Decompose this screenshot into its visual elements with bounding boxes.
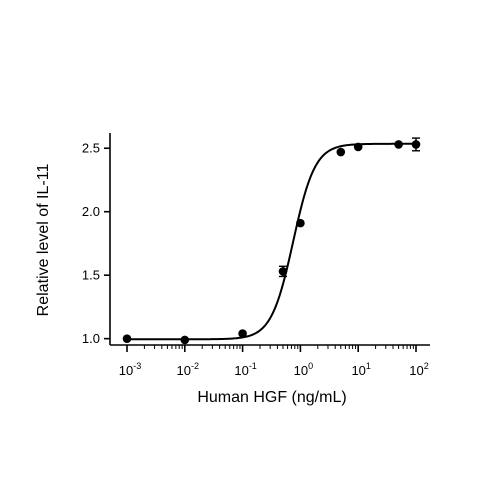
- x-tick-label: 102: [409, 361, 428, 378]
- data-point: [411, 140, 421, 149]
- x-tick-label: 101: [351, 361, 370, 378]
- x-axis-title: Human HGF (ng/mL): [197, 389, 346, 406]
- data-point: [180, 335, 190, 345]
- x-tick-label: 10-1: [234, 361, 256, 378]
- x-tick-label: 10-2: [177, 361, 199, 378]
- data-point: [296, 218, 305, 228]
- data-point: [238, 329, 247, 338]
- data-point: [336, 147, 346, 157]
- x-tick-label: 10-3: [119, 361, 141, 378]
- y-tick-label: 2.5: [82, 141, 100, 156]
- data-point: [122, 334, 132, 343]
- y-tick-label: 2.0: [82, 204, 100, 219]
- axes-group: [109, 133, 430, 346]
- y-tick-label: 1.0: [82, 331, 100, 346]
- y-axis-title: Relative level of IL-11: [35, 164, 52, 317]
- fit-curve: [127, 142, 416, 341]
- x-ticks-group: 10-3 10-2 10-1 100 101 102: [119, 345, 429, 378]
- x-tick-label: 100: [294, 361, 313, 378]
- y-ticks-group: 1.0 1.5 2.0 2.5: [82, 141, 110, 346]
- y-tick-label: 1.5: [82, 268, 100, 283]
- x-minor-ticks-group: [143, 345, 414, 349]
- data-point: [353, 142, 363, 152]
- data-points-group: [122, 137, 421, 345]
- data-point: [394, 140, 403, 149]
- data-point: [278, 267, 288, 276]
